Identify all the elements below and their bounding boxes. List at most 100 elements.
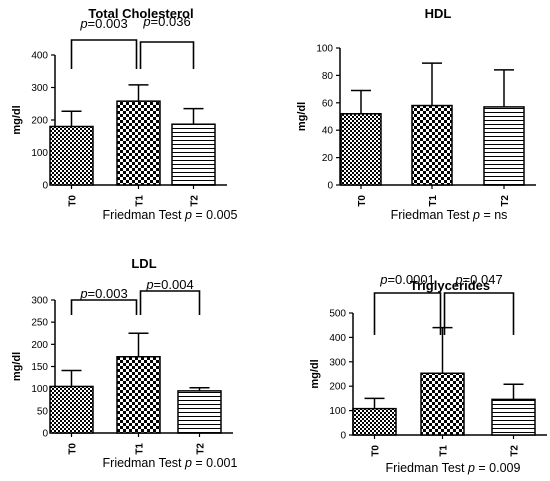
y-tick-label: 100 (329, 406, 346, 417)
test-name: Friedman Test (391, 208, 473, 222)
y-tick-label: 500 (329, 309, 346, 320)
y-tick-label: 300 (31, 296, 48, 307)
significance-bracket (70, 299, 138, 315)
y-tick-label: 400 (31, 51, 48, 62)
bar-t2 (177, 390, 222, 434)
p-value: =0.003 (88, 286, 128, 301)
test-name: Friedman Test (103, 456, 185, 470)
chart-title: HDL (425, 6, 452, 21)
y-tick-label: 250 (31, 318, 48, 329)
category-label: T0 (357, 195, 368, 207)
category-label: T0 (68, 443, 79, 455)
test-p-value: = 0.005 (192, 208, 238, 222)
y-axis-label: mg/dl (296, 102, 308, 131)
y-axis-label: mg/dl (11, 352, 23, 381)
significance-bracket (443, 292, 515, 335)
y-tick-label: 300 (329, 357, 346, 368)
p-value: =0.036 (151, 14, 191, 29)
category-label: T2 (500, 195, 511, 207)
y-tick-label: 20 (322, 153, 334, 164)
category-label: T2 (510, 445, 521, 457)
y-tick-label: 40 (322, 126, 334, 137)
test-p-symbol: p (467, 461, 475, 475)
y-tick-label: 0 (340, 431, 346, 442)
p-symbol: p (454, 272, 462, 287)
p-value: =0.0001 (387, 272, 434, 287)
chart-title: LDL (131, 256, 156, 271)
bar-t1 (411, 104, 453, 186)
category-label: T2 (196, 443, 207, 455)
p-symbol: p (79, 286, 87, 301)
category-label: T0 (68, 195, 79, 207)
chart-4: Triglycerides 0 100 200 300 400 500 mg/dl T0 T1 T2… (309, 272, 547, 475)
chart-title: Triglycerides (410, 278, 490, 293)
y-tick-label: 100 (31, 148, 48, 159)
y-tick-label: 100 (31, 384, 48, 395)
y-tick-label: 300 (31, 83, 48, 94)
p-value-label: p=0.0001 (379, 272, 435, 287)
category-label: T1 (135, 195, 146, 207)
significance-bracket (373, 292, 442, 335)
bar-t1 (116, 355, 161, 434)
category-label: T2 (190, 195, 201, 207)
bar-t0 (49, 385, 94, 434)
category-label: T1 (439, 445, 450, 457)
y-tick-label: 80 (322, 71, 334, 82)
significance-bracket (70, 39, 138, 69)
p-symbol: p (145, 277, 153, 292)
y-tick-label: 200 (31, 340, 48, 351)
test-p-symbol: p (184, 208, 192, 222)
bar-t0 (340, 113, 382, 186)
test-name: Friedman Test (103, 208, 185, 222)
test-p-value: = 0.001 (192, 456, 238, 470)
p-value: =0.004 (154, 277, 194, 292)
y-tick-label: 60 (322, 98, 334, 109)
y-tick-label: 0 (42, 181, 48, 192)
bar-t2 (483, 106, 525, 186)
p-value-label: p=0.047 (454, 272, 502, 287)
test-p-symbol: p (472, 208, 480, 222)
p-symbol: p (79, 16, 87, 31)
bar-t0 (352, 407, 397, 436)
p-symbol: p (142, 14, 150, 29)
friedman-test-label: Friedman Test p = 0.009 (386, 461, 521, 475)
p-value: =0.003 (88, 16, 128, 31)
friedman-test-label: Friedman Test p = 0.001 (103, 456, 238, 470)
test-name: Friedman Test (386, 461, 468, 475)
category-label: T1 (428, 195, 439, 207)
test-p-value: = ns (480, 208, 507, 222)
y-tick-label: 0 (327, 181, 333, 192)
y-tick-label: 400 (329, 333, 346, 344)
bar-t2 (171, 123, 216, 186)
y-tick-label: 0 (42, 429, 48, 440)
y-tick-label: 200 (31, 116, 48, 127)
significance-bracket (139, 41, 195, 69)
category-label: T1 (135, 443, 146, 455)
y-tick-label: 150 (31, 362, 48, 373)
p-symbol: p (379, 272, 387, 287)
y-axis-label: mg/dl (309, 359, 321, 388)
bar-t1 (116, 100, 161, 186)
friedman-test-label: Friedman Test p = 0.005 (103, 208, 238, 222)
friedman-test-label: Friedman Test p = ns (391, 208, 508, 222)
bar-t1 (420, 372, 465, 436)
p-value-label: p=0.003 (79, 286, 127, 301)
y-tick-label: 200 (329, 382, 346, 393)
bar-t2 (491, 398, 536, 436)
test-p-value: = 0.009 (475, 461, 521, 475)
p-value-label: p=0.004 (145, 277, 193, 292)
test-p-symbol: p (184, 456, 192, 470)
chart-1: Total Cholesterol 0 100 200 300 400 mg/dl T0 T1 T… (11, 6, 238, 222)
chart-title: Total Cholesterol (88, 6, 193, 21)
y-axis-label: mg/dl (11, 105, 23, 134)
p-value-label: p=0.036 (142, 14, 190, 29)
significance-bracket (139, 290, 201, 315)
bar-t0 (49, 125, 94, 186)
y-tick-label: 50 (37, 406, 49, 417)
y-tick-label: 100 (316, 44, 333, 55)
p-value: =0.047 (463, 272, 503, 287)
category-label: T0 (371, 445, 382, 457)
